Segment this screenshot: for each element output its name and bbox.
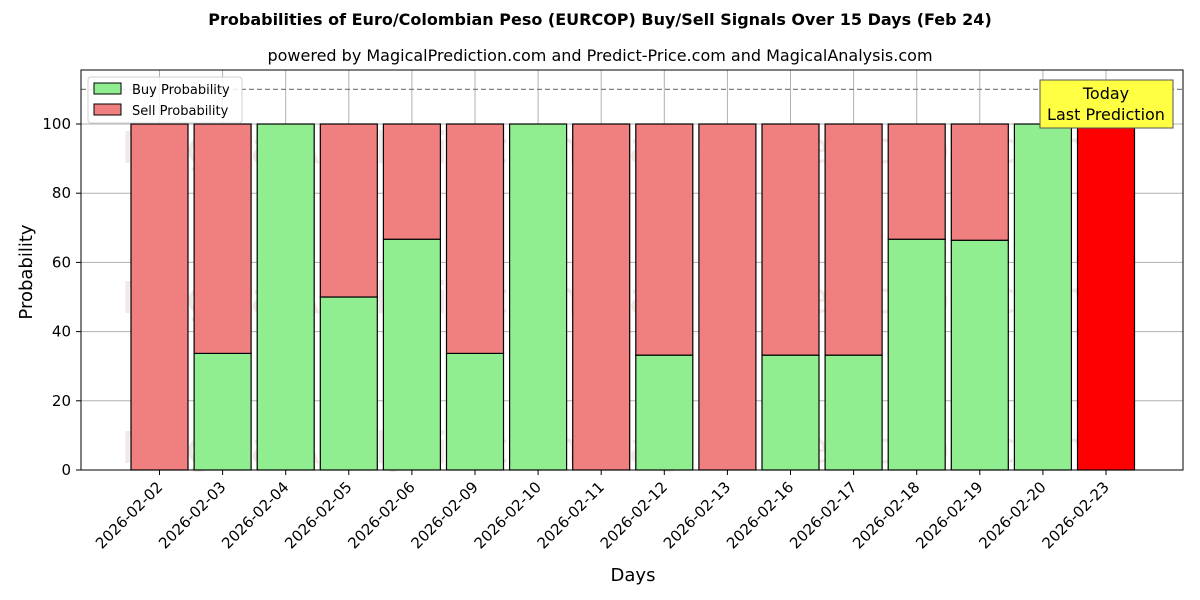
buy-bar [761, 354, 820, 471]
x-tick-label: 2026-02-17 [786, 478, 860, 552]
x-tick-label: 2026-02-04 [218, 478, 292, 552]
x-tick-label: 2026-02-10 [471, 478, 545, 552]
sell-bar [319, 123, 378, 298]
y-tick-label: 0 [61, 461, 71, 479]
x-tick-label: 2026-02-09 [407, 478, 481, 552]
x-tick-label: 2026-02-13 [660, 478, 734, 552]
y-tick-label: 60 [52, 253, 71, 271]
legend: Buy Probability Sell Probability [87, 76, 243, 124]
annotation-last-prediction: Last Prediction [1047, 105, 1165, 124]
bars [130, 123, 1136, 471]
x-tick-label: 2026-02-18 [849, 478, 923, 552]
y-tick-label: 20 [52, 392, 71, 410]
x-tick-label: 2026-02-03 [155, 478, 229, 552]
sell-bar [635, 123, 694, 356]
sell-bar [698, 123, 757, 471]
sell-bar [824, 123, 883, 356]
legend-buy-label: Buy Probability [132, 83, 230, 98]
x-tick-label: 2026-02-02 [92, 478, 166, 552]
chart-title: Probabilities of Euro/Colombian Peso (EU… [208, 10, 992, 29]
x-tick-label: 2026-02-19 [912, 478, 986, 552]
y-tick-label: 80 [52, 184, 71, 202]
buy-bar [635, 354, 694, 471]
buy-bar [1013, 123, 1073, 471]
y-axis-label: Probability [16, 224, 37, 319]
x-axis: 2026-02-022026-02-032026-02-042026-02-05… [92, 470, 1113, 552]
x-axis-label: Days [611, 565, 656, 586]
plot-frame [80, 69, 1184, 471]
sell-bar [887, 123, 946, 240]
buy-bar [509, 123, 568, 471]
sell-bar [761, 123, 820, 356]
buy-bar [319, 296, 378, 471]
x-tick-label: 2026-02-06 [344, 478, 418, 552]
x-tick-label: 2026-02-05 [281, 478, 355, 552]
buy-bar [887, 238, 946, 471]
sell-bar [445, 123, 505, 354]
sell-bar [130, 123, 189, 471]
sell-bar [193, 123, 252, 354]
today-bar [1076, 123, 1136, 471]
legend-sell-swatch [93, 103, 122, 116]
chart-subtitle: powered by MagicalPrediction.com and Pre… [267, 46, 933, 65]
buy-bar [256, 123, 315, 471]
buy-bar [382, 238, 441, 471]
annotation-today: Today [1082, 84, 1129, 103]
buy-bar [824, 354, 883, 471]
sell-bar [572, 123, 631, 471]
legend-buy-swatch [93, 82, 122, 95]
x-tick-label: 2026-02-11 [534, 478, 608, 552]
x-tick-label: 2026-02-23 [1038, 478, 1112, 552]
x-tick-label: 2026-02-16 [723, 478, 797, 552]
y-tick-label: 40 [52, 323, 71, 341]
y-tick-label: 100 [42, 115, 71, 133]
today-annotation: Today Last Prediction [1039, 79, 1174, 129]
legend-sell-label: Sell Probability [132, 104, 229, 119]
buy-bar [950, 239, 1009, 471]
x-tick-label: 2026-02-20 [975, 478, 1049, 552]
sell-bar [382, 123, 441, 240]
x-tick-label: 2026-02-12 [597, 478, 671, 552]
buy-bar [445, 352, 505, 471]
y-axis: 0 20 40 60 80 100 [42, 115, 81, 479]
sell-bar [950, 123, 1009, 241]
buy-bar [193, 352, 252, 471]
